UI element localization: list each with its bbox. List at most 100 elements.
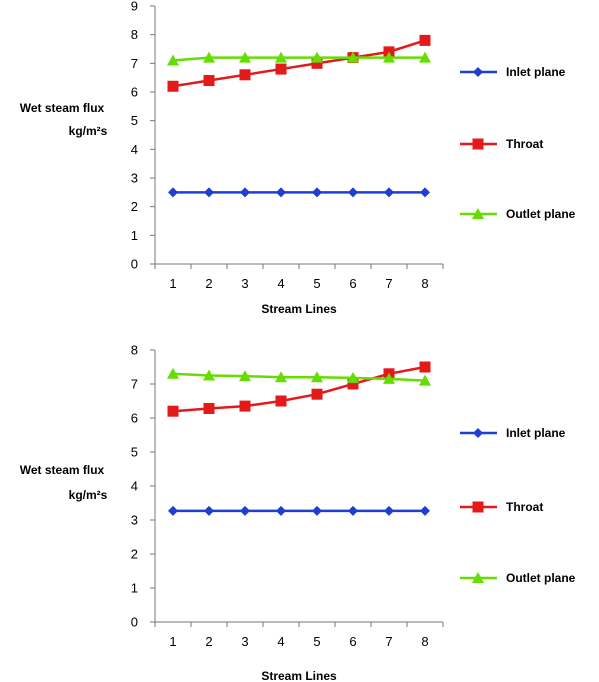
- series-line: [172, 56, 425, 62]
- data-point: [384, 187, 394, 198]
- x-tick-label: 3: [241, 276, 248, 291]
- data-point: [312, 505, 322, 516]
- series-outlet-plane: [167, 367, 431, 386]
- data-point: [239, 51, 251, 63]
- y-tick-label: 6: [131, 411, 138, 426]
- data-point: [420, 505, 430, 516]
- y-tick-label: 2: [131, 547, 138, 562]
- x-tick-label: 2: [205, 276, 212, 291]
- legend-label: Outlet plane: [506, 571, 576, 585]
- y-tick-label: 7: [131, 56, 138, 71]
- data-point: [167, 367, 179, 379]
- y-tick-label: 0: [131, 615, 138, 630]
- legend-label: Inlet plane: [506, 426, 566, 440]
- data-point: [203, 75, 215, 87]
- x-tick-label: 5: [313, 634, 320, 649]
- x-tick-label: 5: [313, 276, 320, 291]
- y-axis-unit: kg/m²s: [69, 488, 108, 502]
- data-point: [275, 63, 287, 75]
- data-point: [348, 505, 358, 516]
- data-point: [419, 374, 431, 386]
- y-tick-label: 4: [131, 479, 138, 494]
- data-point: [311, 51, 323, 63]
- series-throat: [167, 361, 431, 417]
- x-tick-label: 7: [385, 276, 392, 291]
- series-inlet-plane: [168, 187, 430, 198]
- y-tick-label: 0: [131, 257, 138, 272]
- y-tick-label: 9: [131, 0, 138, 14]
- data-point: [203, 369, 215, 381]
- data-point: [168, 187, 178, 198]
- legend-marker: [473, 67, 483, 77]
- y-tick-label: 5: [131, 113, 138, 128]
- data-point: [167, 54, 179, 66]
- legend-entry: Throat: [460, 137, 543, 151]
- data-point: [239, 69, 251, 81]
- legend-entry: Outlet plane: [460, 571, 576, 585]
- series-line: [172, 365, 426, 413]
- y-tick-label: 8: [131, 343, 138, 358]
- y-tick-label: 8: [131, 27, 138, 42]
- x-tick-label: 6: [349, 276, 356, 291]
- legend-entry: Inlet plane: [460, 65, 566, 79]
- series-line: [172, 372, 426, 382]
- data-point: [419, 361, 431, 373]
- x-tick-label: 1: [169, 634, 176, 649]
- legend-marker: [472, 138, 484, 150]
- data-point: [419, 34, 431, 46]
- data-point: [347, 378, 359, 390]
- y-axis-label: Wet steam flux: [20, 463, 105, 477]
- data-point: [240, 187, 250, 198]
- y-tick-label: 3: [131, 513, 138, 528]
- x-tick-label: 2: [205, 634, 212, 649]
- data-point: [239, 370, 251, 382]
- series-throat: [167, 34, 431, 92]
- legend-marker: [472, 572, 484, 583]
- y-tick-label: 1: [131, 581, 138, 596]
- data-point: [347, 371, 359, 383]
- data-point: [276, 505, 286, 516]
- data-point: [312, 187, 322, 198]
- data-point: [276, 187, 286, 198]
- legend-label: Outlet plane: [506, 207, 576, 221]
- legend-marker: [472, 208, 484, 219]
- x-tick-label: 8: [421, 634, 428, 649]
- data-point: [240, 505, 250, 516]
- x-tick-label: 4: [277, 276, 284, 291]
- data-point: [204, 505, 214, 516]
- y-tick-label: 1: [131, 228, 138, 243]
- chart-1: 0 1 2 3 4 5 6 7 8 9 1 2 3 4 5 6 7 8 Stream Lines Wet steam …: [20, 0, 576, 316]
- legend-marker: [472, 501, 484, 513]
- data-point: [167, 80, 179, 92]
- data-point: [275, 395, 287, 407]
- legend-label: Throat: [506, 137, 543, 151]
- data-point: [168, 505, 178, 516]
- data-point: [167, 405, 179, 417]
- y-tick-label: 5: [131, 445, 138, 460]
- y-axis-unit: kg/m²s: [69, 124, 108, 138]
- data-point: [383, 51, 395, 63]
- x-axis-label: Stream Lines: [261, 669, 337, 682]
- data-point: [384, 505, 394, 516]
- y-tick-label: 2: [131, 199, 138, 214]
- y-tick-label: 4: [131, 142, 138, 157]
- legend-label: Inlet plane: [506, 65, 566, 79]
- legend-entry: Inlet plane: [460, 426, 566, 440]
- y-tick-label: 3: [131, 171, 138, 186]
- data-point: [311, 57, 323, 69]
- legend-marker: [473, 428, 483, 438]
- y-axis-label: Wet steam flux: [20, 101, 105, 115]
- x-tick-label: 6: [349, 634, 356, 649]
- x-tick-label: 8: [421, 276, 428, 291]
- y-tick-label: 6: [131, 85, 138, 100]
- data-point: [203, 51, 215, 63]
- legend-entry: Throat: [460, 500, 543, 514]
- data-point: [275, 371, 287, 383]
- data-point: [275, 51, 287, 63]
- legend-label: Throat: [506, 500, 543, 514]
- x-tick-label: 1: [169, 276, 176, 291]
- x-tick-label: 3: [241, 634, 248, 649]
- data-point: [347, 51, 359, 63]
- series-inlet-plane: [168, 505, 430, 516]
